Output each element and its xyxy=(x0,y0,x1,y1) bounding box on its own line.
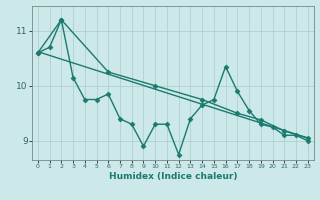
X-axis label: Humidex (Indice chaleur): Humidex (Indice chaleur) xyxy=(108,172,237,181)
